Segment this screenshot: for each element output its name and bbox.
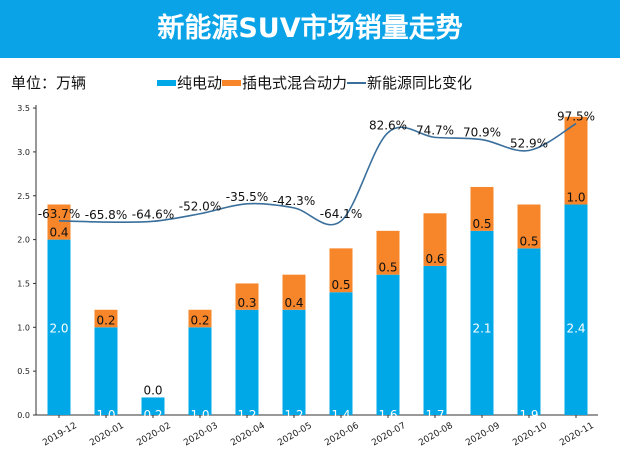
bar-bev — [423, 265, 447, 415]
line-label: -64.1% — [320, 207, 362, 221]
bar-bev — [188, 327, 212, 415]
bar-label-phev: 0.5 — [519, 234, 538, 248]
bar-label-phev: 0.4 — [49, 226, 68, 240]
legend: 纯电动 插电式混合动力 新能源同比变化 — [157, 72, 472, 93]
line-label: -42.3% — [273, 194, 315, 208]
legend-swatch-phev — [222, 79, 242, 86]
line-label: -65.8% — [85, 208, 127, 222]
legend-label-line: 新能源同比变化 — [367, 74, 473, 92]
bar-bev — [141, 397, 165, 415]
title-banner — [0, 0, 620, 58]
y-tick-label: 2.5 — [17, 192, 30, 201]
bar-label-phev: 0.6 — [425, 252, 444, 266]
y-tick-label: 1.5 — [17, 279, 30, 288]
bar-bev — [517, 248, 541, 415]
bar-label-phev: 1.0 — [566, 191, 585, 205]
unit-label: 单位：万辆 — [11, 74, 87, 92]
legend-label-bev: 纯电动 — [177, 74, 223, 92]
x-tick-label: 2020-06 — [323, 421, 361, 449]
bar-phev — [47, 204, 71, 240]
x-tick-label: 2020-03 — [182, 421, 220, 448]
bar-label-phev: 0.5 — [472, 217, 491, 231]
chart-title: 新能源SUV市场销量走势 — [157, 13, 463, 44]
legend-swatch-line — [347, 81, 367, 84]
bar-label-bev: 2.0 — [49, 321, 68, 335]
line-label: 74.7% — [416, 123, 454, 137]
bar-label-phev: 0.0 — [143, 383, 162, 397]
bar-label-phev: 0.2 — [96, 313, 115, 327]
x-tick-label: 2019-12 — [41, 421, 79, 448]
bar-label-phev: 0.3 — [237, 296, 256, 310]
y-tick-label: 3.0 — [17, 148, 30, 157]
x-tick-label: 2020-11 — [558, 421, 596, 448]
x-tick-label: 2020-04 — [229, 421, 267, 449]
x-tick-label: 2020-09 — [464, 421, 502, 449]
line-label: 82.6% — [369, 119, 407, 133]
x-tick-label: 2020-10 — [511, 421, 549, 449]
bar-label-phev: 0.4 — [284, 296, 303, 310]
bar-label-bev: 2.4 — [566, 321, 585, 335]
line-yoy — [58, 122, 577, 226]
bar-bev — [564, 204, 588, 415]
line-label: -63.7% — [38, 207, 80, 221]
line-label: 52.9% — [510, 137, 548, 151]
bar-label-phev: 0.2 — [190, 313, 209, 327]
bar-bev — [235, 309, 259, 415]
bar-bev — [94, 327, 118, 415]
bar-phev — [235, 283, 259, 310]
line-label: -52.0% — [179, 200, 221, 214]
bar-phev — [282, 274, 306, 310]
y-tick-label: 1.0 — [17, 323, 30, 332]
bar-phev — [564, 116, 588, 205]
line-label: -64.6% — [132, 207, 174, 221]
y-tick-label: 0.0 — [17, 411, 30, 420]
x-tick-label: 2020-08 — [417, 421, 455, 449]
y-tick-label: 0.5 — [17, 367, 30, 376]
legend-swatch-bev — [157, 79, 176, 86]
line-label: 97.5% — [557, 110, 595, 124]
x-tick-label: 2020-01 — [88, 421, 126, 448]
bar-label-phev: 0.5 — [331, 278, 350, 292]
x-tick-label: 2020-02 — [135, 421, 173, 448]
bar-bev — [470, 230, 494, 415]
x-tick-label: 2020-05 — [276, 421, 314, 448]
legend-label-phev: 插电式混合动力 — [242, 74, 348, 92]
y-tick-label: 3.5 — [17, 104, 30, 113]
x-tick-label: 2020-07 — [370, 421, 408, 448]
bar-label-phev: 0.5 — [378, 261, 397, 275]
bar-phev — [517, 204, 541, 249]
bar-phev — [329, 248, 353, 293]
line-label: 70.9% — [463, 126, 501, 140]
bar-bev — [329, 292, 353, 415]
y-tick-label: 2.0 — [17, 236, 30, 245]
bar-phev — [423, 213, 447, 266]
bar-phev — [376, 230, 400, 275]
bar-phev — [470, 186, 494, 231]
bar-bev — [282, 309, 306, 415]
bar-phev — [94, 309, 118, 328]
bar-bev — [376, 274, 400, 415]
bar-phev — [188, 309, 212, 328]
line-label: -35.5% — [226, 190, 268, 204]
bar-label-bev: 2.1 — [472, 321, 491, 335]
bar-bev — [47, 239, 71, 415]
